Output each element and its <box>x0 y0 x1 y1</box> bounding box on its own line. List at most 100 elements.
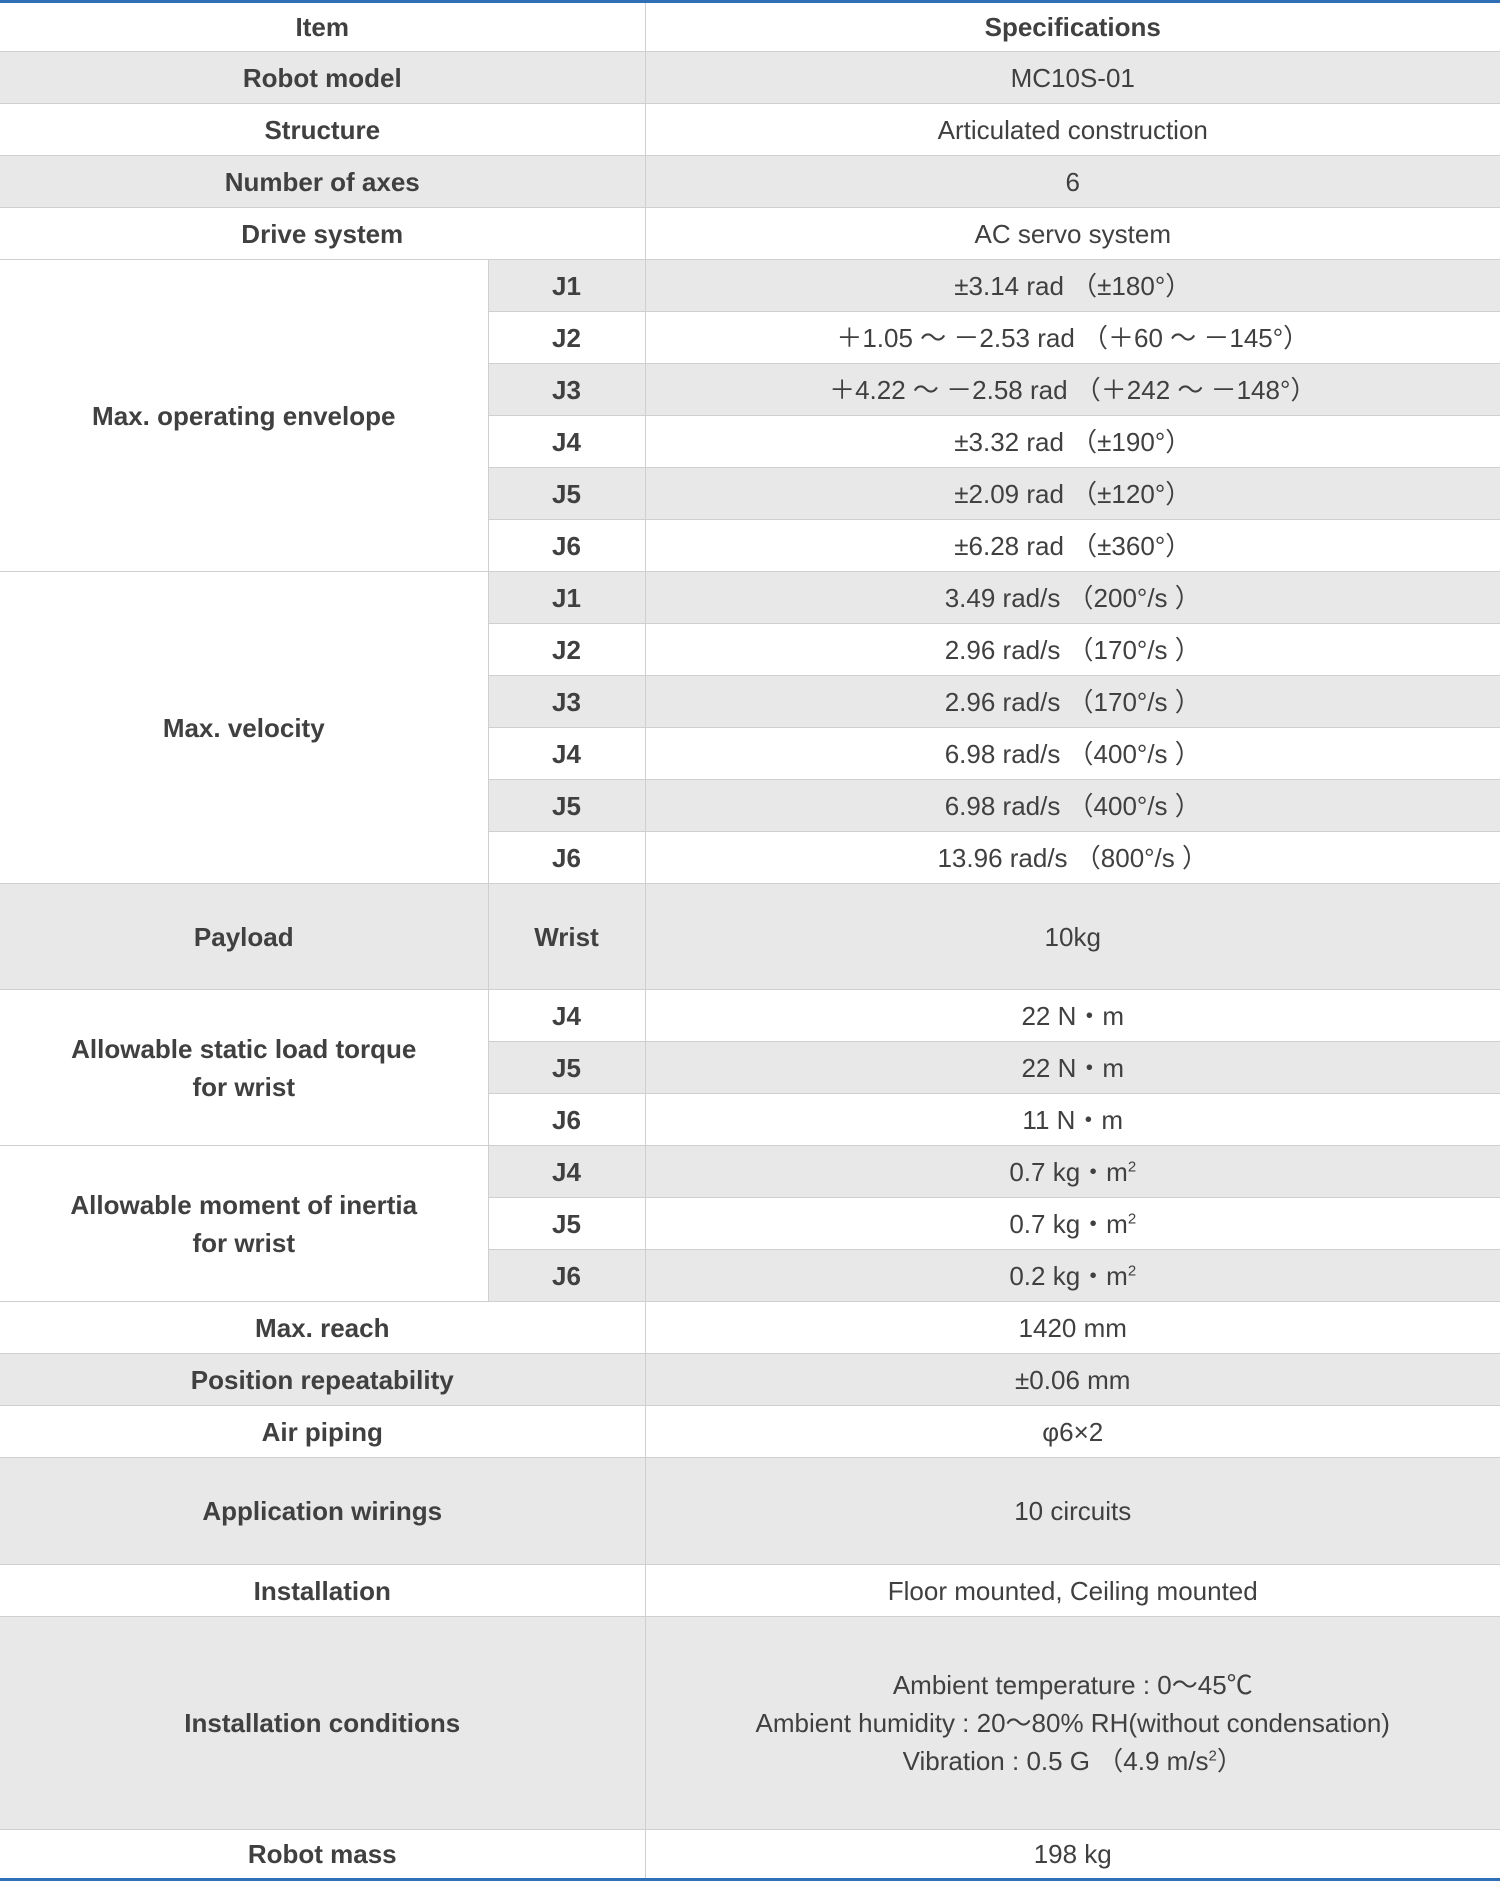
axis-value: ±2.09 rad （±120°） <box>644 467 1500 520</box>
axis-value: 22 N・m <box>644 1041 1500 1094</box>
table-row: Allowable static load torque for wrist J… <box>0 989 1500 1146</box>
axis-label: J5 <box>488 1041 646 1094</box>
payload-label: Payload <box>0 883 489 990</box>
row-label: Drive system <box>0 207 646 260</box>
axis-label: J4 <box>487 1145 646 1198</box>
axis-value: 11 N・m <box>644 1093 1500 1146</box>
header-row: Item Specifications <box>0 1 1500 52</box>
row-label: Robot mass <box>0 1829 646 1880</box>
table-row: J2 ＋1.05 ～ －2.53 rad （＋60 ～ －145°） <box>0 311 1500 364</box>
conditions-value: Ambient temperature : 0～45℃ Ambient humi… <box>644 1616 1500 1830</box>
row-value: 1420 mm <box>644 1301 1500 1354</box>
table-row: Robot model MC10S-01 <box>0 51 1500 104</box>
row-label: Structure <box>0 103 646 156</box>
axis-value: 0.7 kg・m2 <box>644 1197 1500 1250</box>
row-value: 198 kg <box>644 1829 1500 1880</box>
row-value: Floor mounted, Ceiling mounted <box>644 1564 1500 1617</box>
axis-value: ＋4.22 ～ －2.58 rad （＋242 ～ －148°） <box>644 363 1500 416</box>
torque-label-line1: Allowable static load torque <box>71 1033 417 1064</box>
axis-label: J1 <box>487 571 646 624</box>
row-value: 10 circuits <box>644 1457 1500 1565</box>
axis-label: J3 <box>488 675 646 728</box>
table-row: Number of axes 6 <box>0 155 1500 208</box>
table-row: J5 6.98 rad/s （400°/s ） <box>0 779 1500 832</box>
axis-label: J1 <box>487 259 646 312</box>
axis-label: J4 <box>487 989 646 1042</box>
axis-value: 6.98 rad/s （400°/s ） <box>644 727 1500 780</box>
axis-value: 0.7 kg・m2 <box>644 1145 1500 1198</box>
row-label: Installation <box>0 1564 646 1617</box>
table-row: Allowable moment of inertia for wrist J4… <box>0 1145 1500 1302</box>
inertia-value-text: 0.7 kg・m <box>1009 1156 1128 1187</box>
conditions-line1: Ambient temperature : 0～45℃ <box>892 1670 1253 1700</box>
row-value: ±0.06 mm <box>644 1353 1500 1406</box>
table-row: Air piping φ6×2 <box>0 1405 1500 1458</box>
axis-value: ±3.14 rad （±180°） <box>644 259 1500 312</box>
payload-sub-label: Wrist <box>487 883 646 990</box>
row-label: Installation conditions <box>0 1616 646 1830</box>
table-row: Max. velocity J1 3.49 rad/s （200°/s ） <box>0 571 1500 884</box>
inertia-label-line2: for wrist <box>192 1227 296 1258</box>
inertia-value-text: 0.7 kg・m <box>1009 1208 1128 1239</box>
header-item: Item <box>0 1 646 52</box>
axis-label: J6 <box>488 831 646 884</box>
axis-label: J5 <box>488 1197 646 1250</box>
axis-value: 0.2 kg・m2 <box>644 1249 1500 1302</box>
table-row: Position repeatability ±0.06 mm <box>0 1353 1500 1406</box>
row-value: φ6×2 <box>644 1405 1500 1458</box>
row-value: MC10S-01 <box>644 51 1500 104</box>
axis-label: J6 <box>488 519 646 572</box>
unit-superscript: 2 <box>1127 1157 1137 1175</box>
table-row: Drive system AC servo system <box>0 207 1500 260</box>
inertia-label: Allowable moment of inertia for wrist <box>0 1145 489 1302</box>
inertia-value-text: 0.2 kg・m <box>1009 1260 1128 1291</box>
row-label: Number of axes <box>0 155 646 208</box>
axis-label: J2 <box>488 623 646 676</box>
axis-label: J3 <box>488 363 646 416</box>
axis-label: J4 <box>488 727 646 780</box>
table-row: Robot mass 198 kg <box>0 1829 1500 1880</box>
axis-label: J5 <box>488 779 646 832</box>
torque-label-line2: for wrist <box>192 1071 296 1102</box>
row-label: Max. reach <box>0 1301 646 1354</box>
axis-value: 3.49 rad/s （200°/s ） <box>644 571 1500 624</box>
row-label: Application wirings <box>0 1457 646 1565</box>
conditions-line3: Vibration : 0.5 G （4.9 m/s2） <box>652 1742 1495 1780</box>
table-row: Application wirings 10 circuits <box>0 1457 1500 1565</box>
axis-label: J5 <box>488 467 646 520</box>
axis-value: ±3.32 rad （±190°） <box>644 415 1500 468</box>
unit-superscript: 2 <box>1127 1209 1137 1227</box>
velocity-label: Max. velocity <box>0 571 489 884</box>
row-value: Articulated construction <box>644 103 1500 156</box>
axis-value: 13.96 rad/s （800°/s ） <box>644 831 1500 884</box>
row-label: Robot model <box>0 51 646 104</box>
row-label: Position repeatability <box>0 1353 646 1406</box>
axis-label: J6 <box>488 1249 646 1302</box>
axis-value: 2.96 rad/s （170°/s ） <box>644 623 1500 676</box>
table-row: Structure Articulated construction <box>0 103 1500 156</box>
row-value: AC servo system <box>644 207 1500 260</box>
table-row: Payload Wrist 10kg <box>0 883 1500 990</box>
table-row: Max. operating envelope J1 ±3.14 rad （±1… <box>0 259 1500 572</box>
envelope-label: Max. operating envelope <box>0 259 489 572</box>
axis-value: 6.98 rad/s （400°/s ） <box>644 779 1500 832</box>
table-row: Installation conditions Ambient temperat… <box>0 1616 1500 1830</box>
vibration-text: Vibration : 0.5 G （4.9 m/s <box>902 1746 1209 1776</box>
vibration-text-close: ） <box>1216 1746 1243 1776</box>
axis-label: J6 <box>488 1093 646 1146</box>
torque-label: Allowable static load torque for wrist <box>0 989 489 1146</box>
axis-label: J2 <box>488 311 646 364</box>
conditions-line2: Ambient humidity : 20～80% RH(without con… <box>755 1708 1390 1738</box>
axis-label: J4 <box>488 415 646 468</box>
axis-value: ±6.28 rad （±360°） <box>644 519 1500 572</box>
unit-superscript: 2 <box>1127 1261 1137 1279</box>
axis-value: 22 N・m <box>644 989 1500 1042</box>
table-row: Installation Floor mounted, Ceiling moun… <box>0 1564 1500 1617</box>
payload-value: 10kg <box>644 883 1500 990</box>
row-value: 6 <box>644 155 1500 208</box>
axis-value: ＋1.05 ～ －2.53 rad （＋60 ～ －145°） <box>644 311 1500 364</box>
axis-value: 2.96 rad/s （170°/s ） <box>644 675 1500 728</box>
table-row: Max. reach 1420 mm <box>0 1301 1500 1354</box>
row-label: Air piping <box>0 1405 646 1458</box>
